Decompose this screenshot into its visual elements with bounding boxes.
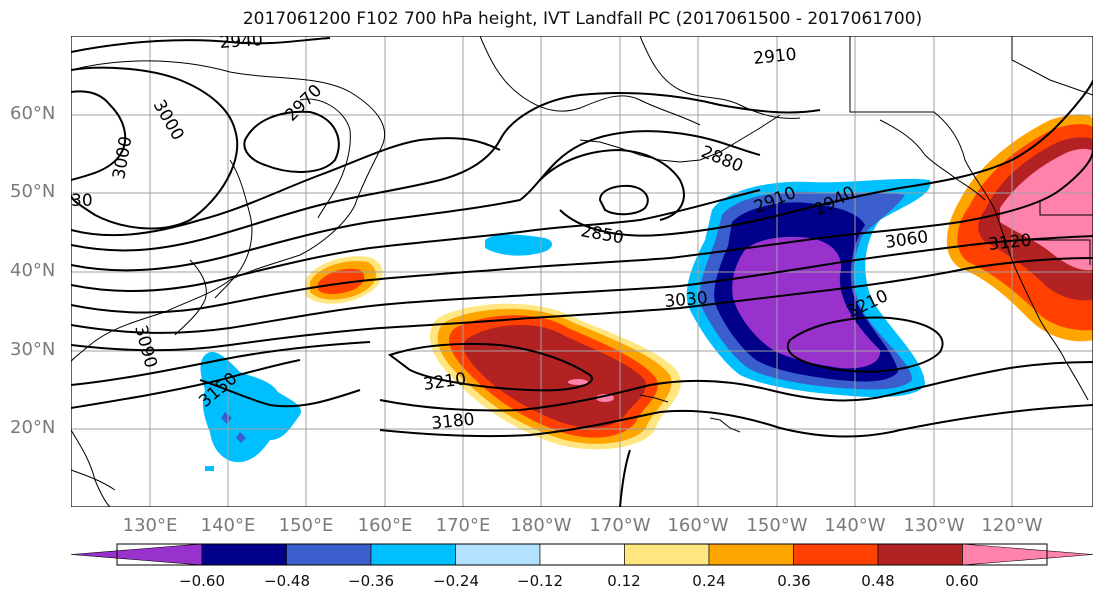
colorbar-tick-label: 0.48	[861, 572, 895, 590]
lon-label: 170°E	[435, 515, 491, 536]
lat-label: 20°N	[10, 417, 56, 438]
colorbar-tick-label: −0.36	[348, 572, 394, 590]
ivt-positive-region-central	[429, 303, 681, 450]
colorbar-segment	[624, 543, 710, 566]
colorbar-segment	[370, 543, 456, 566]
lat-label: 30°N	[10, 339, 56, 360]
lon-label: 150°E	[278, 515, 334, 536]
lon-label: 130°W	[903, 515, 965, 536]
contour-label: 3120	[987, 231, 1032, 255]
colorbar-tick-label: −0.24	[433, 572, 479, 590]
colorbar-segment	[455, 543, 541, 566]
colorbar-tick-label: 0.12	[607, 572, 641, 590]
colorbar-segment	[708, 543, 794, 566]
lon-label: 170°W	[589, 515, 651, 536]
lon-label: 130°E	[122, 515, 178, 536]
coastlines	[71, 36, 1093, 507]
colorbar-segment	[70, 543, 203, 566]
lat-label: 60°N	[10, 103, 56, 124]
colorbar-tick-label: −0.60	[179, 572, 225, 590]
ivt-positive-region-small	[305, 256, 383, 304]
contour-label: 2910	[752, 45, 797, 69]
figure-title: 2017061200 F102 700 hPa height, IVT Land…	[242, 9, 923, 29]
contour-label: 30	[71, 191, 93, 211]
lat-label: 50°N	[10, 181, 56, 202]
colorbar-tick-label: −0.48	[264, 572, 310, 590]
height-contours	[71, 37, 1093, 507]
contour-label: 3180	[430, 410, 475, 434]
map-panel: 2940 2910 2970 3000 3000 30 2880 2910 29…	[71, 36, 1093, 507]
lon-label: 160°W	[667, 515, 729, 536]
colorbar-segment	[539, 543, 625, 566]
lon-label: 140°W	[824, 515, 886, 536]
lon-label: 140°E	[200, 515, 256, 536]
colorbar-segment	[962, 543, 1094, 566]
lon-label: 160°E	[357, 515, 413, 536]
lon-label: 120°W	[981, 515, 1043, 536]
contour-label: 2940	[219, 36, 264, 53]
colorbar-tick-label: 0.36	[777, 572, 811, 590]
colorbar-segment	[793, 543, 879, 566]
colorbar-segment	[201, 543, 287, 566]
lon-label: 150°W	[746, 515, 808, 536]
colorbar-tick-label: −0.12	[517, 572, 563, 590]
lat-label: 40°N	[10, 260, 56, 281]
colorbar-tick-label: 0.60	[945, 572, 979, 590]
contour-label: 3030	[664, 288, 709, 312]
colorbar-tick-label: 0.24	[692, 572, 726, 590]
colorbar-segment	[286, 543, 372, 566]
colorbar-segment	[877, 543, 963, 566]
lon-label: 180°W	[510, 515, 572, 536]
